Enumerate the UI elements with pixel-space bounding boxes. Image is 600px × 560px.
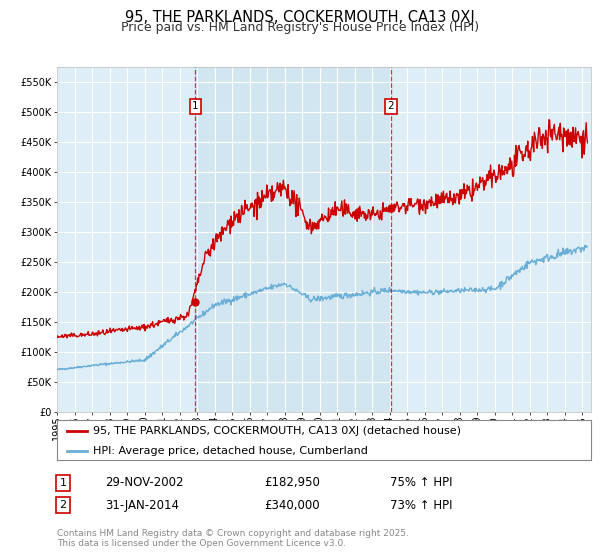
Text: Contains HM Land Registry data © Crown copyright and database right 2025.: Contains HM Land Registry data © Crown c…	[57, 529, 409, 538]
Bar	[196, 67, 391, 412]
Text: £182,950: £182,950	[264, 476, 320, 489]
Text: HPI: Average price, detached house, Cumberland: HPI: Average price, detached house, Cumb…	[94, 446, 368, 456]
Text: 29-NOV-2002: 29-NOV-2002	[105, 476, 184, 489]
Text: 95, THE PARKLANDS, COCKERMOUTH, CA13 0XJ (detached house): 95, THE PARKLANDS, COCKERMOUTH, CA13 0XJ…	[94, 426, 461, 436]
Text: 75% ↑ HPI: 75% ↑ HPI	[390, 476, 452, 489]
Text: This data is licensed under the Open Government Licence v3.0.: This data is licensed under the Open Gov…	[57, 539, 346, 548]
Text: 1: 1	[192, 101, 199, 111]
Text: 2: 2	[59, 500, 67, 510]
Text: Price paid vs. HM Land Registry's House Price Index (HPI): Price paid vs. HM Land Registry's House …	[121, 21, 479, 34]
Text: 2: 2	[388, 101, 394, 111]
Text: 95, THE PARKLANDS, COCKERMOUTH, CA13 0XJ: 95, THE PARKLANDS, COCKERMOUTH, CA13 0XJ	[125, 10, 475, 25]
Text: 73% ↑ HPI: 73% ↑ HPI	[390, 498, 452, 512]
Text: 1: 1	[59, 478, 67, 488]
Text: 31-JAN-2014: 31-JAN-2014	[105, 498, 179, 512]
Text: £340,000: £340,000	[264, 498, 320, 512]
